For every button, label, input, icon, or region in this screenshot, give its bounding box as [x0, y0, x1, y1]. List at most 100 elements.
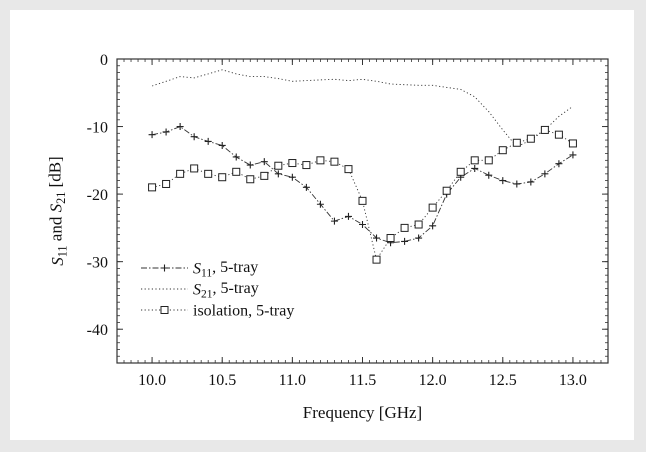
series-1	[151, 69, 574, 148]
data-point	[499, 177, 507, 185]
label-text: , 5-tray	[213, 280, 259, 297]
legend-marker	[160, 306, 169, 314]
legend-entry-0: S11​, 5-tray	[141, 259, 258, 280]
data-point	[485, 171, 493, 179]
x-tick-label: 10.5	[208, 372, 236, 389]
data-point	[512, 138, 521, 147]
subscript: 11	[55, 245, 69, 257]
y-tick-label: -40	[87, 322, 108, 339]
data-point	[442, 186, 451, 195]
data-point	[302, 161, 311, 170]
data-point	[428, 203, 437, 212]
data-point	[148, 131, 156, 139]
series-2	[148, 125, 577, 264]
data-point	[330, 157, 339, 166]
data-point	[344, 212, 352, 220]
data-point	[260, 171, 269, 180]
chart-frame: 10.0 10.5 11.0 11.5 12.0 12.5 13.0 0 -10 -20 -30 -4…	[10, 10, 634, 440]
data-point	[456, 167, 465, 176]
plot-area-border	[116, 58, 609, 364]
x-axis-label: Frequency [GHz]	[303, 403, 422, 422]
y-tick-label: -30	[87, 255, 108, 272]
data-point	[232, 167, 241, 176]
y-tick-label: -20	[87, 187, 108, 204]
subscript: 21	[201, 289, 213, 301]
subscript: 21	[54, 192, 68, 204]
data-point	[401, 237, 409, 245]
data-point	[316, 156, 325, 165]
data-point	[513, 180, 521, 188]
series-line	[151, 69, 574, 148]
data-point	[359, 221, 366, 229]
label-text: isolation, 5-tray	[193, 303, 294, 320]
data-point	[176, 169, 185, 178]
data-point	[274, 161, 283, 170]
legend-marker	[161, 264, 168, 272]
data-point	[288, 159, 297, 168]
data-point	[302, 183, 310, 191]
data-point	[218, 173, 227, 182]
data-point	[204, 137, 212, 145]
data-point	[373, 234, 381, 242]
data-point	[218, 141, 226, 149]
x-tick-label: 12.5	[489, 372, 517, 389]
legend-entry-1: S21​, 5-tray	[141, 280, 259, 301]
legend-label: isolation, 5-tray	[193, 303, 294, 320]
data-point	[260, 158, 268, 166]
data-point	[176, 123, 184, 131]
data-point	[470, 156, 479, 165]
y-axis-label: S11​ and S21​ [dB]	[45, 156, 69, 265]
data-point	[246, 175, 255, 184]
data-point	[232, 153, 240, 161]
data-point	[554, 130, 563, 139]
label-text: [dB]	[45, 156, 64, 191]
data-point	[274, 170, 282, 178]
data-point	[429, 222, 437, 230]
data-point	[330, 217, 338, 225]
line-chart: 10.0 10.5 11.0 11.5 12.0 12.5 13.0 0 -10 -20 -30 -4…	[45, 52, 609, 422]
data-point	[527, 178, 535, 186]
y-tick-label: 0	[100, 52, 108, 69]
data-point	[316, 200, 324, 208]
label-text: S	[47, 203, 66, 212]
data-point	[414, 220, 423, 229]
label-text: S	[193, 282, 201, 299]
legend-entry-2: isolation, 5-tray	[141, 303, 294, 320]
x-tick-label: 12.0	[419, 372, 447, 389]
label-text: S	[48, 257, 67, 266]
data-point	[246, 161, 254, 169]
series-layer	[148, 69, 577, 264]
data-point	[162, 179, 171, 188]
data-point	[386, 234, 395, 243]
label-text: , 5-tray	[212, 259, 258, 276]
data-point	[400, 223, 409, 232]
data-point	[541, 170, 549, 178]
data-point	[288, 173, 296, 181]
data-point	[498, 146, 507, 155]
y-tick-label: -10	[87, 120, 108, 137]
data-point	[415, 234, 423, 242]
data-point	[344, 165, 353, 174]
subscript: 11	[201, 268, 212, 280]
data-point	[568, 139, 577, 148]
data-point	[471, 164, 479, 172]
legend-label: S11​, 5-tray	[193, 259, 258, 279]
data-point	[540, 125, 549, 134]
x-tick-label: 10.0	[138, 372, 166, 389]
data-point	[372, 255, 381, 264]
data-point	[484, 156, 493, 165]
data-point	[190, 133, 198, 141]
label-text: and	[47, 212, 66, 245]
legend-label: S21​, 5-tray	[193, 280, 259, 300]
data-point	[569, 151, 577, 159]
data-point	[526, 134, 535, 143]
label-text: S	[193, 261, 201, 278]
data-point	[555, 160, 563, 168]
data-point	[204, 169, 213, 178]
x-tick-label: 13.0	[559, 372, 587, 389]
series-line	[151, 129, 574, 261]
data-point	[162, 128, 170, 136]
data-point	[190, 164, 199, 173]
data-point	[358, 196, 367, 205]
